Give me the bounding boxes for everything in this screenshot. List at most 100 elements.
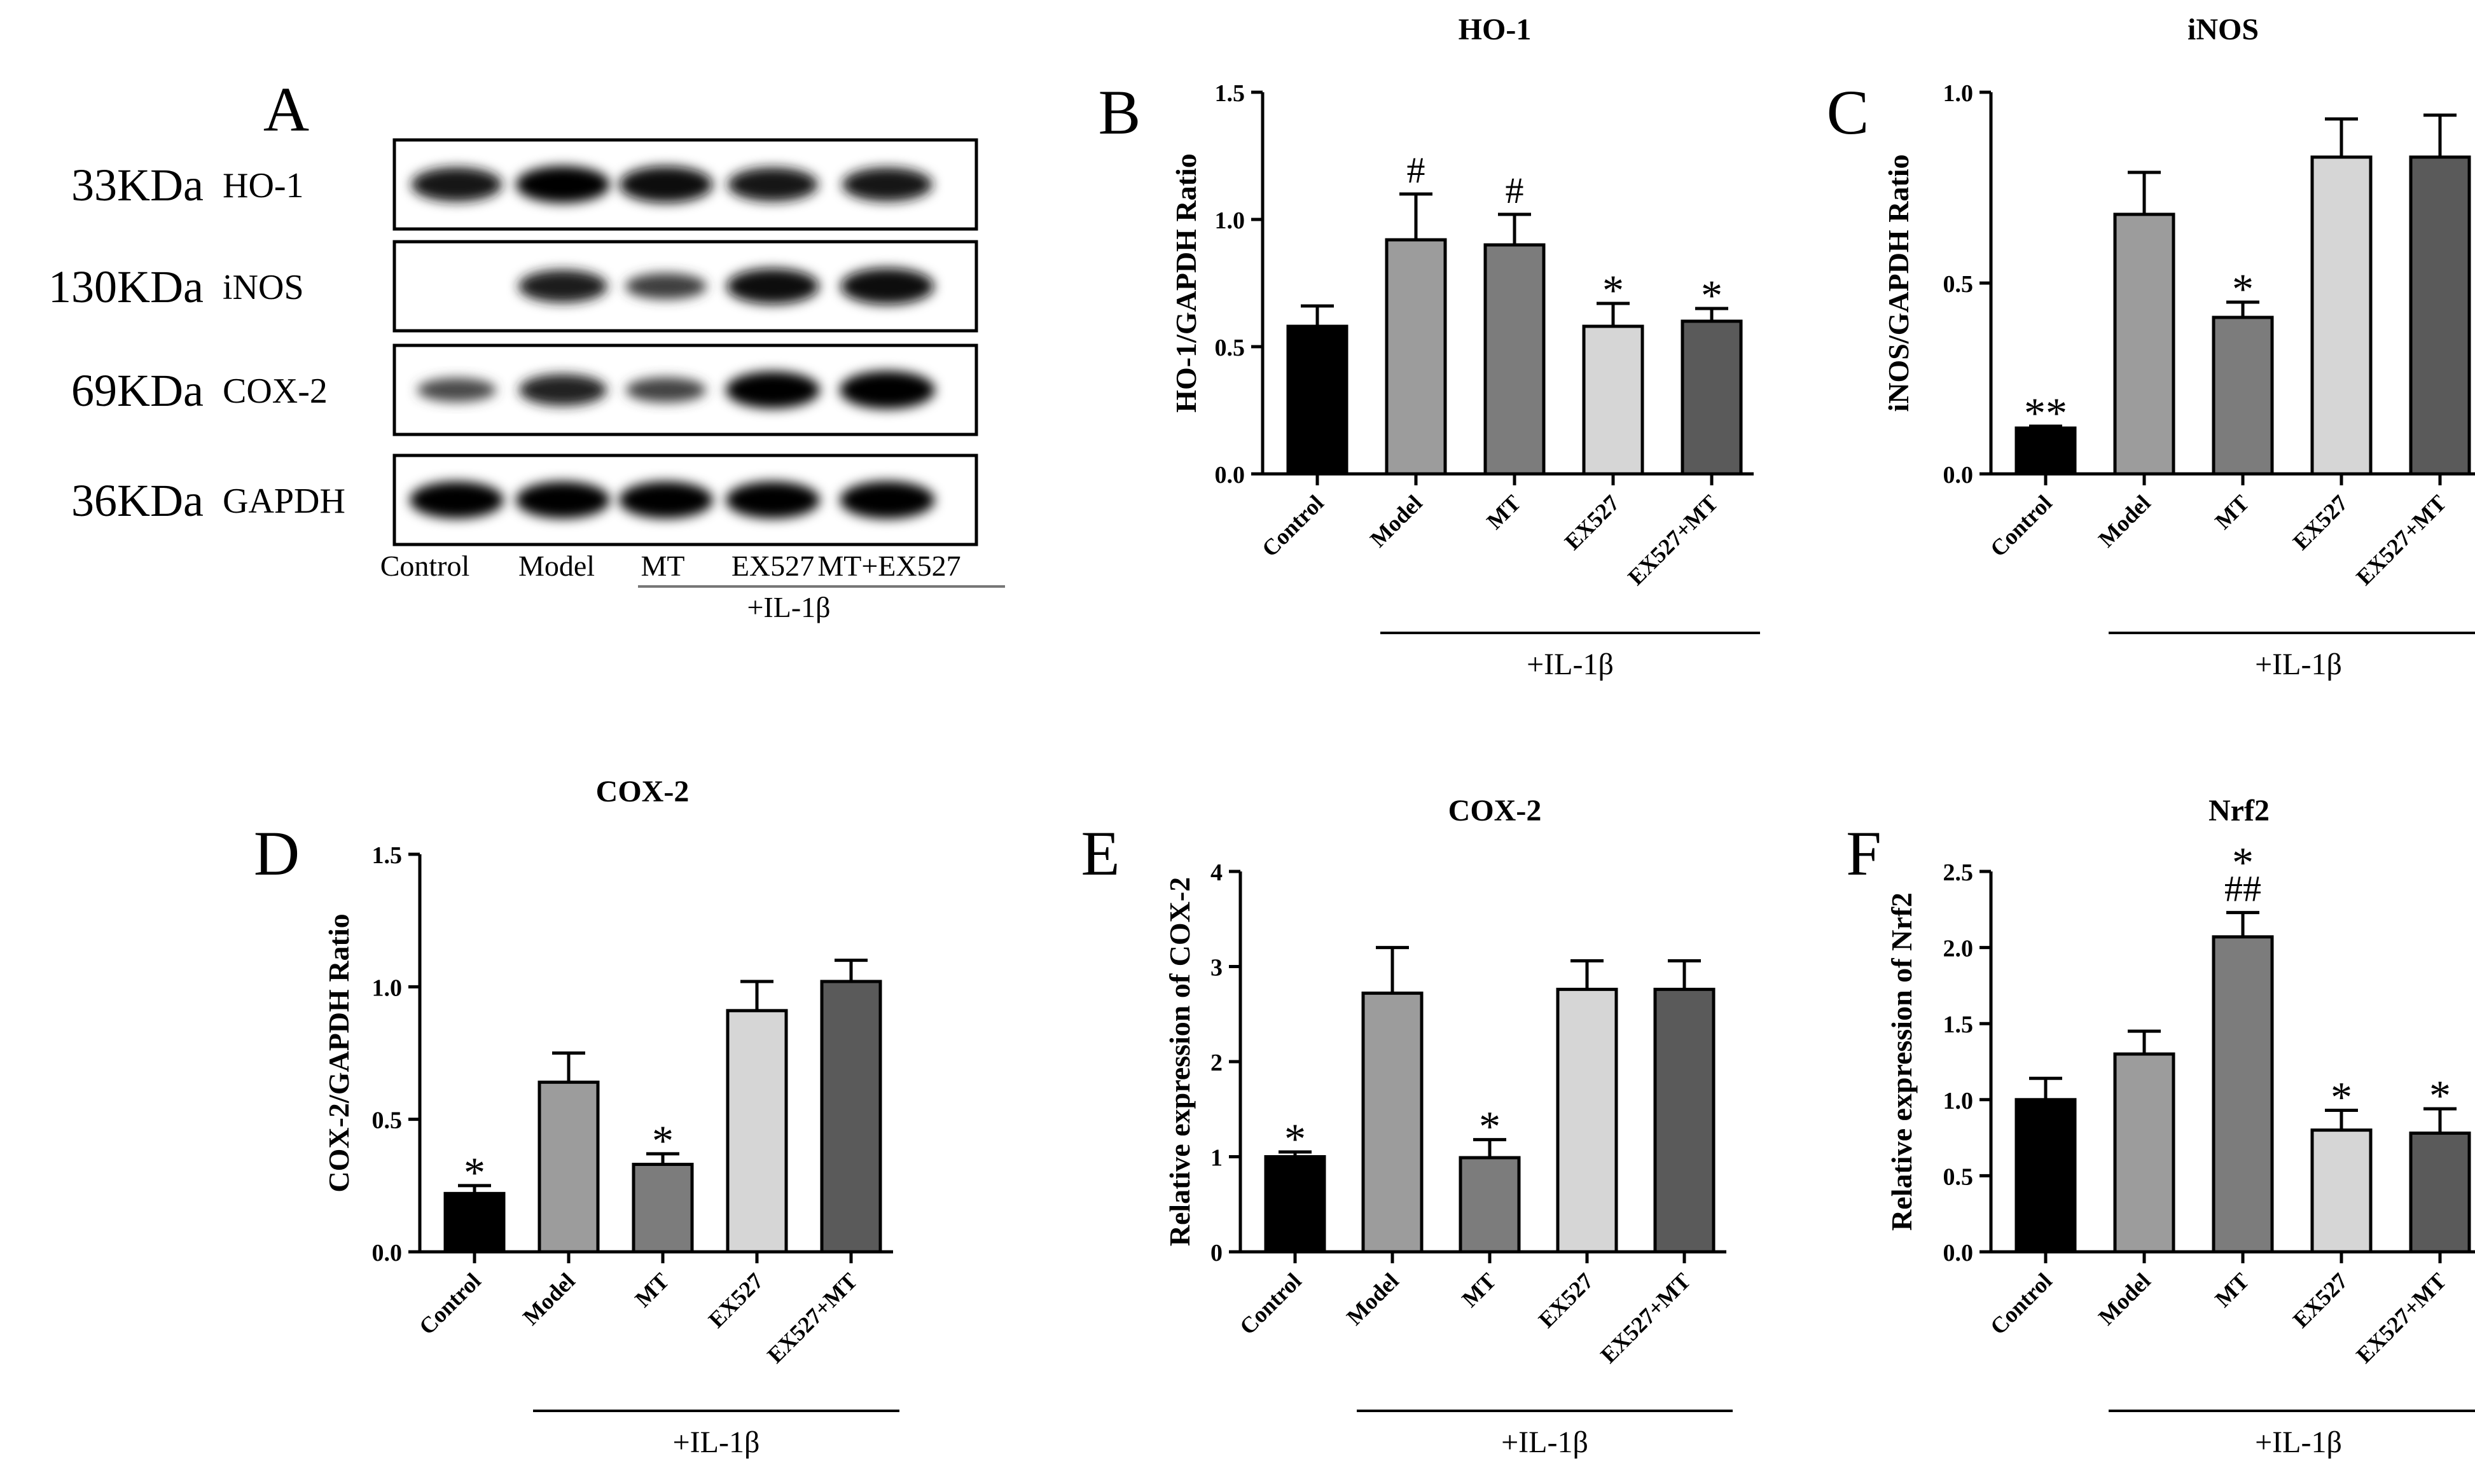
y-tick-label: 0.0 (1943, 462, 1974, 489)
panel-letter: C (1827, 77, 1869, 148)
bar (726, 1009, 788, 1254)
y-tick-label: 4 (1210, 859, 1223, 886)
band-size-label: 36KDa (71, 475, 204, 526)
blot-lane-label: MT+EX527 (817, 550, 960, 582)
y-tick-label: 1.5 (1215, 80, 1245, 107)
chart-title: COX-2 (1448, 794, 1542, 828)
bar (443, 1191, 506, 1254)
chart-title: iNOS (2187, 13, 2259, 46)
y-axis-label: Relative expression of COX-2 (1163, 877, 1196, 1246)
blot-band (516, 481, 610, 519)
significance-mark: * (2232, 838, 2254, 887)
panel-letter: E (1081, 818, 1120, 889)
bar (2212, 316, 2274, 476)
significance-mark: * (2429, 1071, 2451, 1120)
panel-letter-a: A (263, 74, 309, 144)
y-tick-label: 2.0 (1943, 936, 1974, 962)
treatment-label: +IL-1β (673, 1425, 760, 1459)
blot-band (625, 273, 707, 300)
bar (1264, 1155, 1326, 1254)
significance-mark: * (1479, 1102, 1501, 1151)
significance-mark: # (1506, 170, 1524, 211)
band-protein-label: GAPDH (223, 482, 345, 521)
panel-letter: D (254, 818, 300, 889)
bar (2310, 1128, 2373, 1254)
band-size-label: 69KDa (71, 365, 204, 416)
blot-band (519, 374, 607, 406)
y-tick-label: 0 (1210, 1240, 1223, 1266)
bar (537, 1080, 600, 1254)
blot-band (840, 481, 935, 519)
bar (1681, 319, 1743, 476)
blot-band (516, 165, 610, 204)
bar (1385, 238, 1447, 476)
significance-mark: * (1284, 1114, 1306, 1163)
bar (2409, 1131, 2471, 1254)
y-tick-label: 1.0 (1215, 207, 1245, 234)
panel-letter: B (1099, 77, 1141, 148)
blot-lane-label: MT (641, 550, 685, 582)
significance-mark: * (652, 1116, 674, 1165)
y-axis-label: iNOS/GAPDH Ratio (1882, 154, 1915, 412)
blot-band (417, 378, 496, 402)
blot-band (840, 268, 934, 305)
treatment-label: +IL-1β (2255, 648, 2342, 681)
y-tick-label: 1.0 (1943, 1088, 1974, 1114)
significance-mark: * (464, 1148, 485, 1196)
blot-lane-label: Control (380, 550, 470, 582)
significance-mark: * (1701, 271, 1723, 319)
y-tick-label: 1.0 (372, 974, 403, 1001)
blot-band (726, 268, 819, 304)
y-tick-label: 0.5 (372, 1107, 403, 1134)
blot-band (626, 377, 706, 403)
blot-band (840, 371, 935, 409)
significance-mark: * (1602, 266, 1624, 314)
treatment-label: +IL-1β (2255, 1425, 2342, 1459)
y-tick-label: 0.0 (372, 1240, 403, 1266)
bar (1483, 243, 1546, 476)
blot-band (726, 371, 820, 409)
y-tick-label: 1 (1210, 1145, 1223, 1172)
y-tick-label: 0.5 (1943, 271, 1974, 298)
chart-title: COX-2 (596, 775, 690, 808)
blot-band (518, 270, 607, 303)
y-tick-label: 0.5 (1943, 1163, 1974, 1190)
blot-lane-label: Model (518, 550, 595, 582)
bar (2409, 155, 2471, 476)
significance-mark: ## (2224, 868, 2261, 910)
blot-band (728, 167, 818, 202)
bar (2310, 155, 2373, 476)
significance-mark: * (2331, 1073, 2352, 1121)
bar (2014, 1098, 2077, 1254)
blot-lane-label: EX527 (731, 550, 814, 582)
bar (1286, 324, 1348, 476)
bar (2014, 426, 2077, 476)
bar (632, 1163, 694, 1254)
bar (1653, 987, 1716, 1254)
band-size-label: 130KDa (48, 261, 204, 312)
y-tick-label: 1.0 (1943, 80, 1974, 107)
y-axis-label: HO-1/GAPDH Ratio (1170, 153, 1202, 413)
blot-band (411, 167, 503, 202)
blot-band (842, 167, 932, 202)
band-size-label: 33KDa (71, 160, 204, 211)
significance-mark: # (1407, 149, 1425, 191)
chart-title: HO-1 (1459, 13, 1532, 46)
bar (1361, 991, 1424, 1254)
bar (2212, 935, 2274, 1254)
band-protein-label: HO-1 (223, 166, 304, 205)
band-protein-label: COX-2 (223, 371, 328, 411)
y-tick-label: 1.5 (1943, 1011, 1974, 1038)
y-tick-label: 2.5 (1943, 859, 1974, 886)
blot-treatment-label: +IL-1β (747, 591, 830, 623)
bar (2113, 212, 2175, 476)
y-axis-label: Relative expression of Nrf2 (1885, 892, 1918, 1231)
y-tick-label: 3 (1210, 955, 1223, 981)
significance-mark: * (2232, 265, 2254, 313)
treatment-label: +IL-1β (1501, 1425, 1588, 1459)
panel-a-western-blot: A 33KDa HO-1 130KDa iNOS 69KDa COX-2 36KDa GAPDH… (48, 74, 1005, 623)
bar (1556, 987, 1618, 1254)
y-tick-label: 1.5 (372, 842, 403, 869)
